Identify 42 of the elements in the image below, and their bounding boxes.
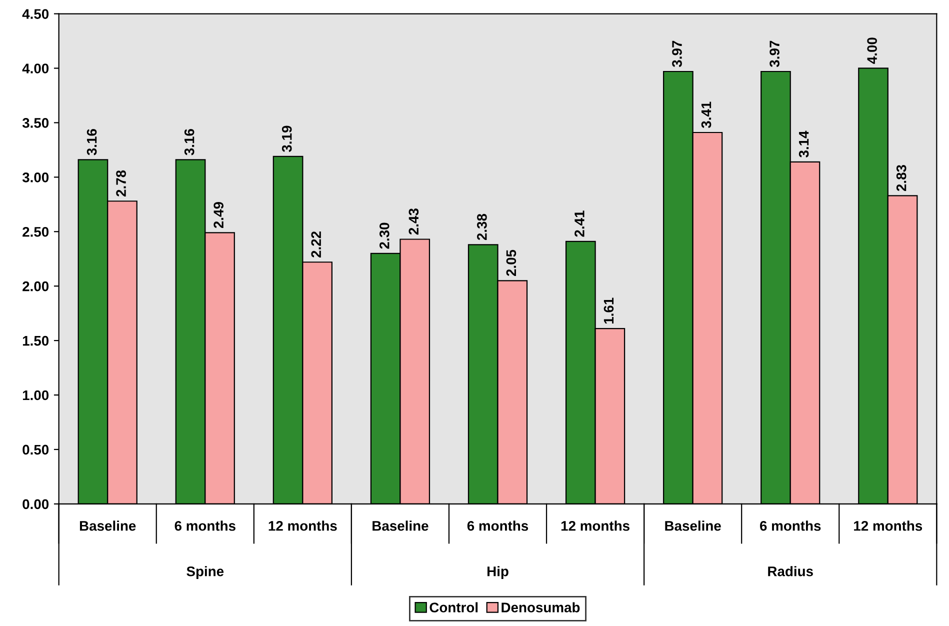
x-tick-label: 12 months: [854, 520, 922, 531]
y-tick-label: 0.00: [22, 499, 49, 510]
data-label: 1.61: [604, 298, 614, 324]
x-tick-label: Baseline: [665, 520, 721, 531]
data-label: 3.41: [701, 102, 712, 128]
y-tick-label: 2.00: [22, 281, 49, 292]
data-label: 2.43: [408, 208, 419, 235]
data-label: 2.05: [506, 250, 516, 276]
y-tick-label: 3.50: [22, 118, 49, 128]
y-tick-label: 1.50: [22, 336, 49, 346]
data-label: 2.41: [574, 210, 584, 237]
data-label: 3.16: [86, 129, 97, 156]
y-tick-label: 2.50: [22, 226, 49, 237]
data-label: 3.19: [282, 126, 292, 152]
text: Radius: [768, 566, 813, 576]
y-tick-label: 0.50: [22, 444, 49, 455]
data-label: 2.22: [311, 231, 321, 258]
data-label: 3.16: [184, 129, 194, 156]
y-tick-label: 1.00: [22, 390, 49, 400]
x-tick-label: Baseline: [372, 520, 428, 531]
y-tick-label: 4.50: [22, 9, 49, 19]
data-label: 2.83: [896, 164, 906, 192]
text: Hip: [487, 566, 508, 580]
data-label: 2.38: [477, 214, 487, 240]
x-tick-label: 6 months: [174, 520, 236, 531]
y-tick-label: 3.00: [22, 172, 49, 182]
x-tick-label: 6 months: [467, 520, 528, 531]
x-tick-label: 6 months: [760, 520, 821, 531]
legend-label: Control: [430, 602, 478, 612]
x-tick-label: 12 months: [268, 520, 337, 531]
data-label: 2.78: [116, 170, 126, 196]
y-tick-label: 4.00: [22, 64, 49, 74]
data-label: 3.97: [672, 40, 682, 68]
text: Spine: [186, 566, 224, 580]
data-label: 4.00: [867, 38, 877, 64]
data-label: 3.14: [798, 130, 809, 158]
data-label: 3.97: [770, 40, 780, 68]
x-tick-label: Baseline: [80, 520, 136, 531]
legend-label: Denosumab: [502, 602, 580, 612]
x-tick-label: 12 months: [561, 520, 630, 531]
data-label: 2.49: [214, 202, 224, 228]
data-label: 2.30: [379, 222, 390, 249]
